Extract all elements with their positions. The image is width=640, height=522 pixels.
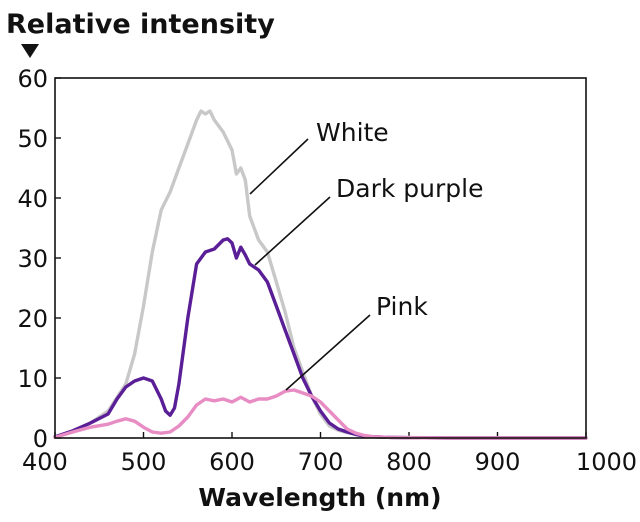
y-tick-label: 60 <box>17 65 48 93</box>
x-tick-label: 600 <box>209 448 255 476</box>
plot-frame <box>54 77 587 439</box>
y-tick-label: 50 <box>17 125 48 153</box>
x-tick-label: 1000 <box>576 448 637 476</box>
x-tick-label: 700 <box>298 448 344 476</box>
leader-line-white <box>249 138 309 195</box>
series-white <box>53 109 588 440</box>
y-tick-label: 30 <box>17 245 48 273</box>
x-tick-label: 500 <box>121 448 167 476</box>
y-axis-arrow-icon <box>21 44 39 58</box>
annotations: White Dark purple Pink <box>249 118 483 391</box>
series-pink <box>53 388 588 440</box>
y-tick-label: 40 <box>17 185 48 213</box>
leader-line-pink <box>285 314 371 391</box>
x-tick-label: 900 <box>475 448 521 476</box>
x-tick-label: 400 <box>22 448 68 476</box>
x-tick-label: 800 <box>386 448 432 476</box>
y-tick-label: 0 <box>33 425 48 453</box>
label-pink: Pink <box>376 292 428 321</box>
y-tick-label: 10 <box>17 365 48 393</box>
leader-line-dark-purple <box>254 196 331 266</box>
series-dark-purple <box>53 237 588 440</box>
x-axis-label: Wavelength (nm) <box>198 483 441 512</box>
y-axis-label: Relative intensity <box>6 9 275 40</box>
y-tick-label: 20 <box>17 305 48 333</box>
x-ticks: 400 500 600 700 800 900 1000 <box>22 432 637 476</box>
label-dark-purple: Dark purple <box>336 174 483 203</box>
label-white: White <box>316 118 389 147</box>
series-group <box>53 109 588 440</box>
